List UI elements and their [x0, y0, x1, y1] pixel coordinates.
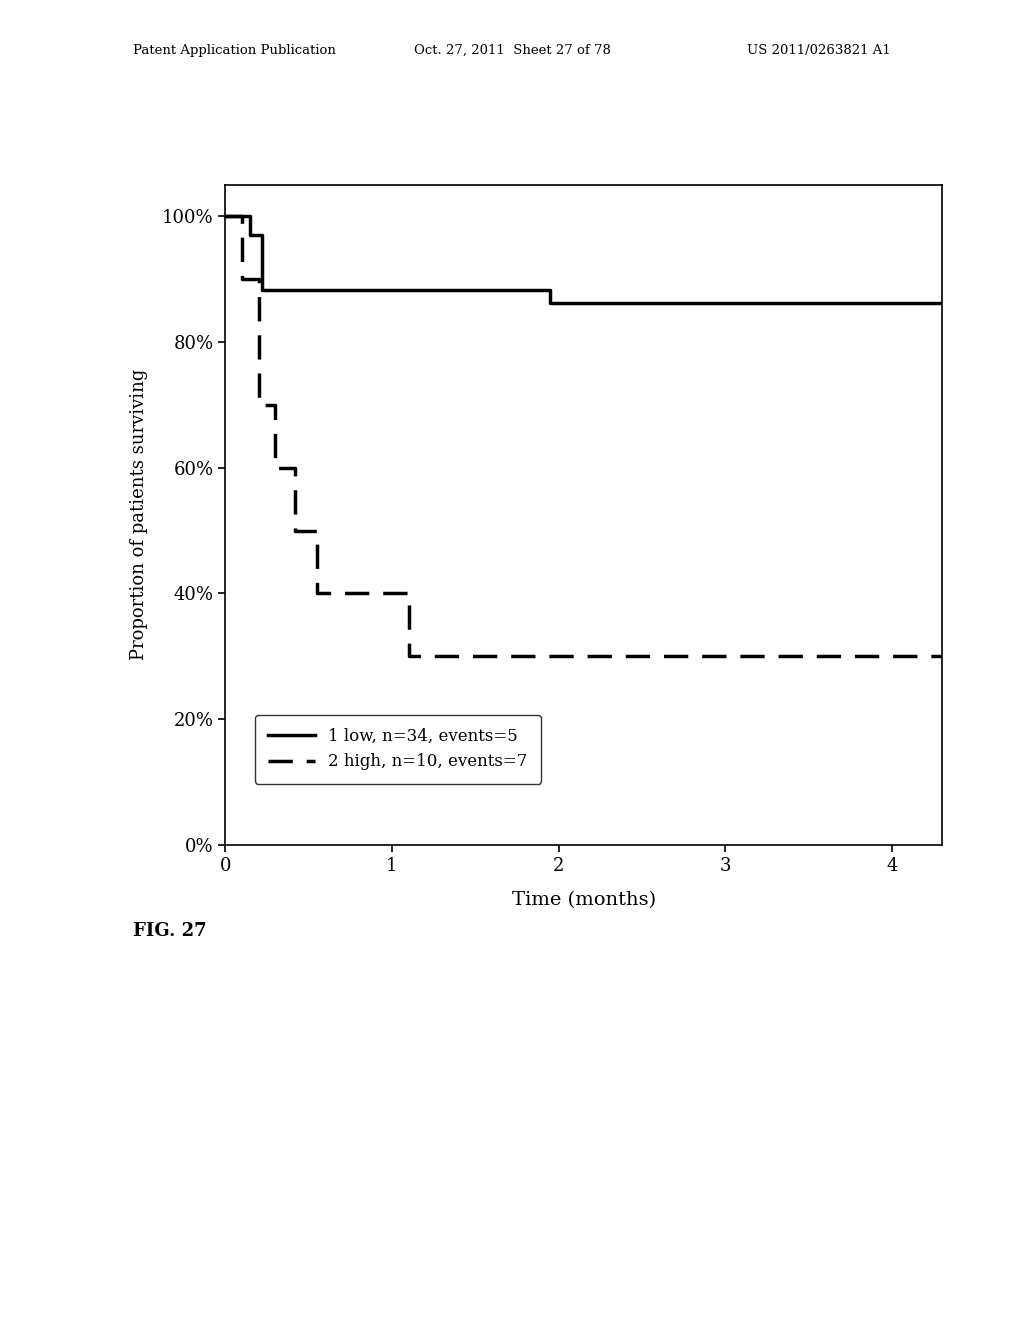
Legend: 1 low, n=34, events=5, 2 high, n=10, events=7: 1 low, n=34, events=5, 2 high, n=10, eve…	[255, 714, 541, 784]
X-axis label: Time (months): Time (months)	[512, 891, 655, 909]
Text: US 2011/0263821 A1: US 2011/0263821 A1	[748, 44, 891, 57]
Text: FIG. 27: FIG. 27	[133, 921, 207, 940]
Text: Patent Application Publication: Patent Application Publication	[133, 44, 336, 57]
Text: Oct. 27, 2011  Sheet 27 of 78: Oct. 27, 2011 Sheet 27 of 78	[414, 44, 610, 57]
Y-axis label: Proportion of patients surviving: Proportion of patients surviving	[130, 370, 147, 660]
